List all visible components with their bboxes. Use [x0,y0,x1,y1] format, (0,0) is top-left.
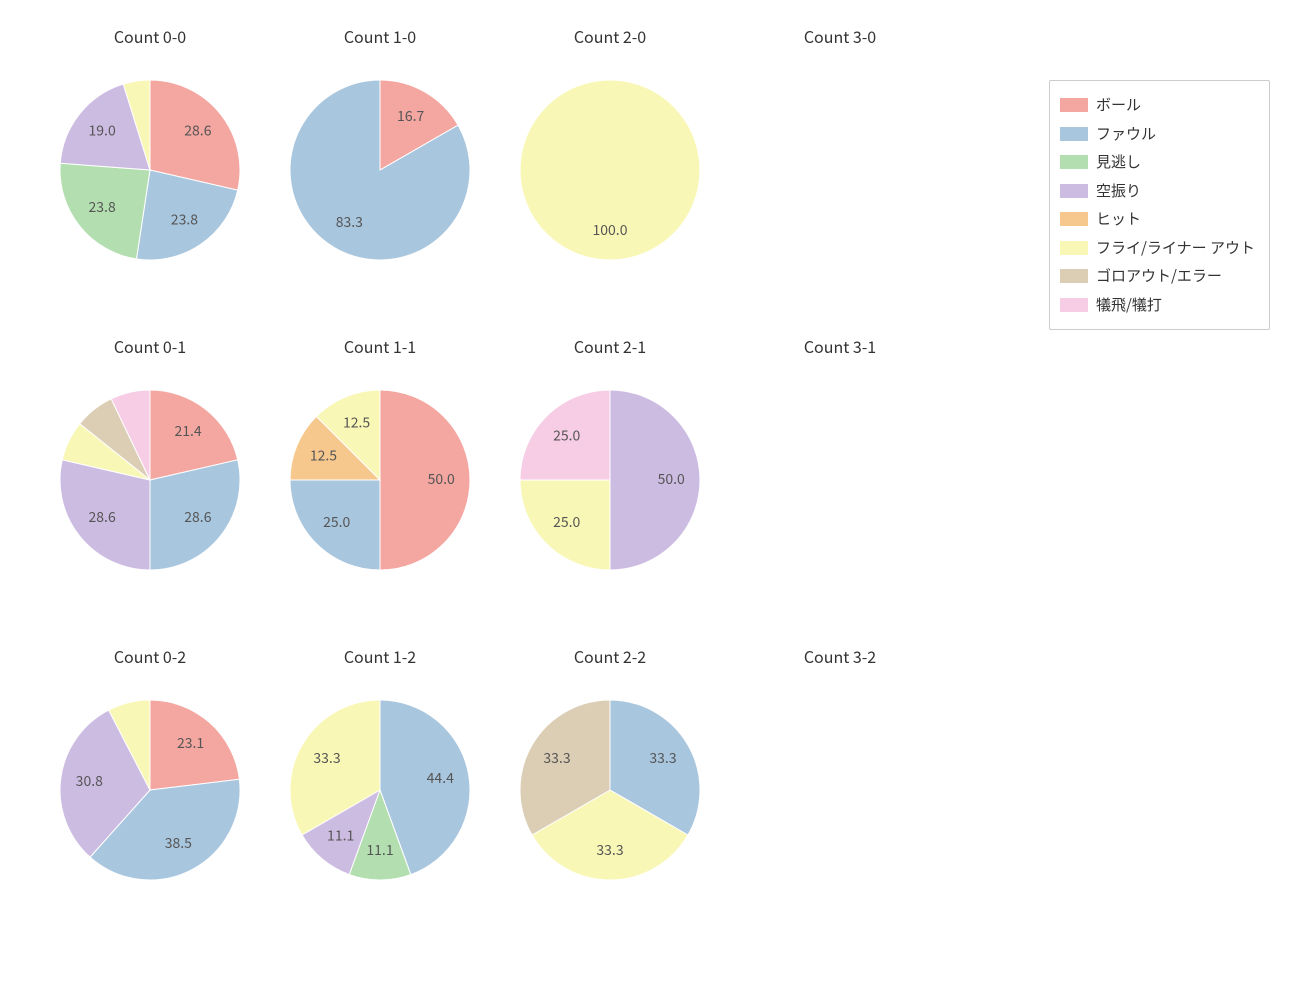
legend-label: ヒット [1096,205,1141,234]
legend-label: 見逃し [1096,148,1141,177]
slice-label: 16.7 [397,106,424,126]
pie-wrap: 44.4 11.1 11.1 33.3 [280,690,480,890]
slice-label: 23.8 [89,197,116,217]
pie-svg: 100.0 [510,70,710,270]
legend-item: フライ/ライナー アウト [1060,234,1255,263]
legend-swatch [1060,155,1088,169]
legend-swatch [1060,269,1088,283]
pie-wrap: 23.1 38.5 30.8 [50,690,250,890]
slice-label: 33.3 [543,748,570,768]
slice-label: 30.8 [76,771,103,791]
pie-cell-c02: Count 0-2 23.1 38.5 30.8 [40,640,260,940]
pie-cell-c22: Count 2-2 33.3 33.3 33.3 [500,640,720,940]
pie-title: Count 2-2 [500,644,720,668]
slice-label: 11.1 [366,840,393,860]
slice-label: 12.5 [343,412,370,432]
pie-cell-c30: Count 3-0 [730,20,950,320]
pie-wrap: 100.0 [510,70,710,270]
figure-canvas: Count 0-0 28.6 23.8 23.8 19.0 Count 1-0 16.7 83… [0,0,1300,1000]
pie-svg: 50.0 25.0 12.5 12.5 [280,380,480,580]
pie-title: Count 2-1 [500,334,720,358]
pie-cell-c21: Count 2-1 50.0 25.0 25.0 [500,330,720,630]
legend-label: ゴロアウト/エラー [1096,262,1222,291]
slice-label: 50.0 [658,469,685,489]
pie-svg: 33.3 33.3 33.3 [510,690,710,890]
legend-swatch [1060,298,1088,312]
slice-label: 28.6 [184,121,211,141]
pie-svg: 21.4 28.6 28.6 [50,380,250,580]
legend-swatch [1060,98,1088,112]
pie-svg: 44.4 11.1 11.1 33.3 [280,690,480,890]
legend: ボールファウル見逃し空振りヒットフライ/ライナー アウトゴロアウト/エラー犠飛/… [1049,80,1270,330]
pie-cell-c31: Count 3-1 [730,330,950,630]
slice-label: 50.0 [428,469,455,489]
pie-wrap: 33.3 33.3 33.3 [510,690,710,890]
pie-svg: 16.7 83.3 [280,70,480,270]
pie-title: Count 1-2 [270,644,490,668]
pie-title: Count 1-1 [270,334,490,358]
pie-title: Count 1-0 [270,24,490,48]
legend-item: ゴロアウト/エラー [1060,262,1255,291]
legend-item: 見逃し [1060,148,1255,177]
slice-label: 33.3 [596,840,623,860]
pie-title: Count 2-0 [500,24,720,48]
legend-swatch [1060,212,1088,226]
slice-label: 25.0 [553,512,580,532]
pie-grid: Count 0-0 28.6 23.8 23.8 19.0 Count 1-0 16.7 83… [40,20,950,940]
slice-label: 21.4 [175,421,202,441]
slice-label: 44.4 [427,768,454,788]
slice-label: 25.0 [323,512,350,532]
legend-label: フライ/ライナー アウト [1096,234,1255,263]
pie-title: Count 0-0 [40,24,260,48]
legend-item: 空振り [1060,177,1255,206]
legend-label: 犠飛/犠打 [1096,291,1162,320]
legend-item: ヒット [1060,205,1255,234]
pie-cell-c11: Count 1-1 50.0 25.0 12.5 12.5 [270,330,490,630]
pie-title: Count 3-0 [730,24,950,48]
pie-wrap: 28.6 23.8 23.8 19.0 [50,70,250,270]
pie-title: Count 3-1 [730,334,950,358]
pie-cell-c20: Count 2-0 100.0 [500,20,720,320]
pie-title: Count 3-2 [730,644,950,668]
slice-label: 33.3 [313,748,340,768]
pie-cell-c10: Count 1-0 16.7 83.3 [270,20,490,320]
legend-item: ボール [1060,91,1255,120]
legend-label: ボール [1096,91,1141,120]
slice-label: 38.5 [165,833,192,853]
pie-cell-c01: Count 0-1 21.4 28.6 28.6 [40,330,260,630]
slice-label: 25.0 [553,426,580,446]
pie-title: Count 0-1 [40,334,260,358]
slice-label: 12.5 [310,445,337,465]
pie-wrap: 16.7 83.3 [280,70,480,270]
pie-cell-c12: Count 1-2 44.4 11.1 11.1 33.3 [270,640,490,940]
legend-item: 犠飛/犠打 [1060,291,1255,320]
slice-label: 100.0 [593,220,628,240]
pie-svg: 23.1 38.5 30.8 [50,690,250,890]
slice-label: 23.1 [177,733,204,753]
pie-svg: 50.0 25.0 25.0 [510,380,710,580]
pie-cell-c32: Count 3-2 [730,640,950,940]
pie-cell-c00: Count 0-0 28.6 23.8 23.8 19.0 [40,20,260,320]
pie-svg: 28.6 23.8 23.8 19.0 [50,70,250,270]
slice-label: 83.3 [336,212,363,232]
slice-label: 11.1 [327,826,354,846]
legend-label: ファウル [1096,120,1156,149]
pie-wrap: 50.0 25.0 25.0 [510,380,710,580]
pie-wrap: 21.4 28.6 28.6 [50,380,250,580]
slice-label: 28.6 [184,507,211,527]
slice-label: 33.3 [649,748,676,768]
slice-label: 19.0 [89,121,116,141]
pie-title: Count 0-2 [40,644,260,668]
legend-swatch [1060,127,1088,141]
legend-swatch [1060,184,1088,198]
slice-label: 23.8 [171,209,198,229]
pie-wrap: 50.0 25.0 12.5 12.5 [280,380,480,580]
slice-label: 28.6 [89,507,116,527]
legend-label: 空振り [1096,177,1141,206]
legend-swatch [1060,241,1088,255]
legend-item: ファウル [1060,120,1255,149]
